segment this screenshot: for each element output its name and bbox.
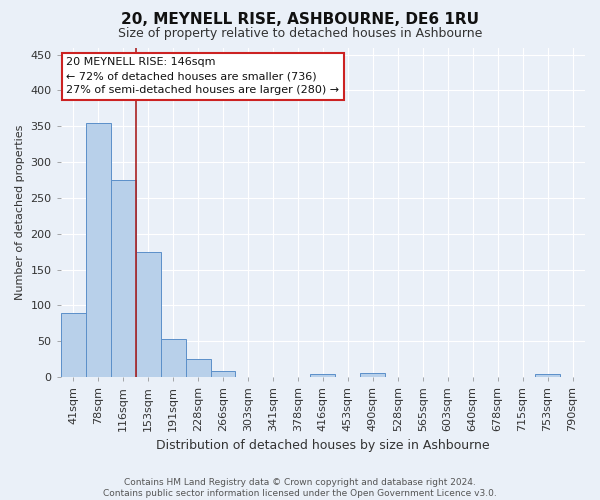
- Text: 20 MEYNELL RISE: 146sqm
← 72% of detached houses are smaller (736)
27% of semi-d: 20 MEYNELL RISE: 146sqm ← 72% of detache…: [66, 58, 339, 96]
- Y-axis label: Number of detached properties: Number of detached properties: [15, 124, 25, 300]
- Bar: [136, 252, 161, 377]
- Bar: [161, 339, 185, 377]
- Bar: [211, 372, 235, 377]
- Text: Size of property relative to detached houses in Ashbourne: Size of property relative to detached ho…: [118, 28, 482, 40]
- X-axis label: Distribution of detached houses by size in Ashbourne: Distribution of detached houses by size …: [156, 440, 490, 452]
- Bar: [110, 180, 136, 377]
- Bar: [86, 122, 110, 377]
- Bar: [310, 374, 335, 377]
- Text: 20, MEYNELL RISE, ASHBOURNE, DE6 1RU: 20, MEYNELL RISE, ASHBOURNE, DE6 1RU: [121, 12, 479, 28]
- Bar: [535, 374, 560, 377]
- Bar: [61, 312, 86, 377]
- Bar: [185, 359, 211, 377]
- Text: Contains HM Land Registry data © Crown copyright and database right 2024.
Contai: Contains HM Land Registry data © Crown c…: [103, 478, 497, 498]
- Bar: [361, 374, 385, 377]
